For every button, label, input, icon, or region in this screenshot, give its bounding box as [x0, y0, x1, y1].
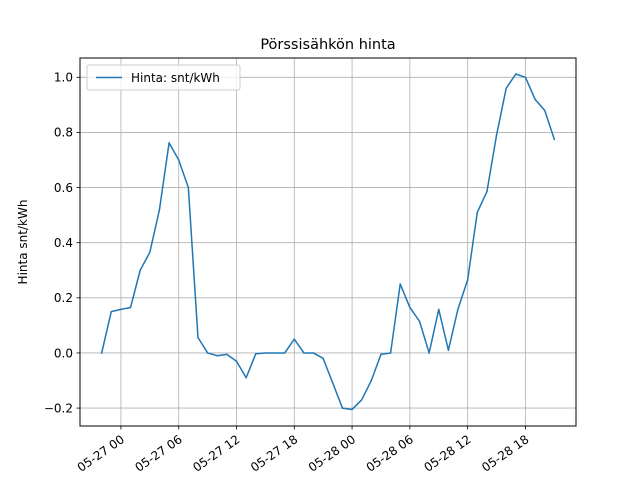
data-point: [543, 109, 546, 112]
data-point: [515, 73, 517, 75]
data-point: [293, 338, 296, 340]
data-point: [380, 353, 382, 356]
y-axis: −0.2 0.0 0.2 0.4 0.6 0.8 1.0: [44, 71, 80, 415]
y-axis-label: Hinta snt/kWh: [16, 200, 30, 285]
data-point: [505, 87, 507, 90]
data-point: [476, 211, 479, 214]
data-point: [110, 310, 113, 313]
data-point: [466, 279, 469, 281]
data-point: [389, 352, 392, 354]
data-point: [197, 336, 199, 339]
data-point: [428, 352, 430, 354]
data-point: [418, 320, 421, 323]
data-point: [332, 382, 334, 385]
data-point: [486, 190, 488, 193]
data-point: [264, 352, 267, 354]
data-point: [322, 357, 324, 360]
data-point: [447, 349, 450, 351]
data-point: [187, 186, 190, 189]
data-point: [120, 308, 122, 311]
data-point: [360, 399, 363, 401]
data-point: [283, 352, 286, 354]
y-tick-label: 0.2: [54, 291, 73, 305]
data-point: [274, 352, 276, 354]
data-point: [399, 283, 401, 285]
data-point: [303, 352, 305, 354]
data-point: [168, 142, 170, 144]
data-point: [351, 408, 353, 411]
data-point: [553, 138, 556, 141]
legend-label-hinta: Hinta: snt/kWh: [131, 71, 220, 85]
data-point: [495, 134, 498, 136]
data-point: [312, 352, 315, 354]
data-point: [524, 76, 527, 79]
data-point: [149, 251, 151, 254]
chart-title: Pörssisähkön hinta: [260, 37, 395, 53]
grid: [80, 58, 576, 426]
data-point: [438, 308, 440, 311]
data-point: [235, 360, 238, 362]
legend: Hinta: snt/kWh: [86, 64, 241, 91]
y-tick-label: 0.4: [54, 236, 73, 250]
data-point: [370, 379, 373, 382]
data-point: [100, 352, 103, 354]
y-tick-label: −0.2: [44, 401, 73, 415]
data-point: [129, 306, 132, 309]
data-point: [139, 269, 141, 272]
data-point: [206, 352, 209, 354]
data-point: [177, 159, 180, 161]
data-point: [457, 308, 459, 310]
y-tick-label: 0.6: [54, 181, 73, 195]
y-tick-label: 0.0: [54, 346, 73, 360]
data-point: [341, 407, 344, 409]
y-tick-label: 1.0: [54, 71, 73, 85]
data-point: [409, 306, 411, 309]
plot-area-frame: [79, 57, 577, 427]
legend-box: [86, 64, 241, 91]
series-layer: [100, 73, 556, 411]
data-point: [245, 377, 247, 379]
y-tick-label: 0.8: [54, 126, 73, 140]
data-point: [216, 354, 218, 357]
series-line-hinta: [100, 73, 556, 411]
data-point: [534, 98, 536, 101]
data-point: [226, 353, 228, 356]
data-point: [158, 208, 161, 211]
data-point: [255, 353, 257, 355]
